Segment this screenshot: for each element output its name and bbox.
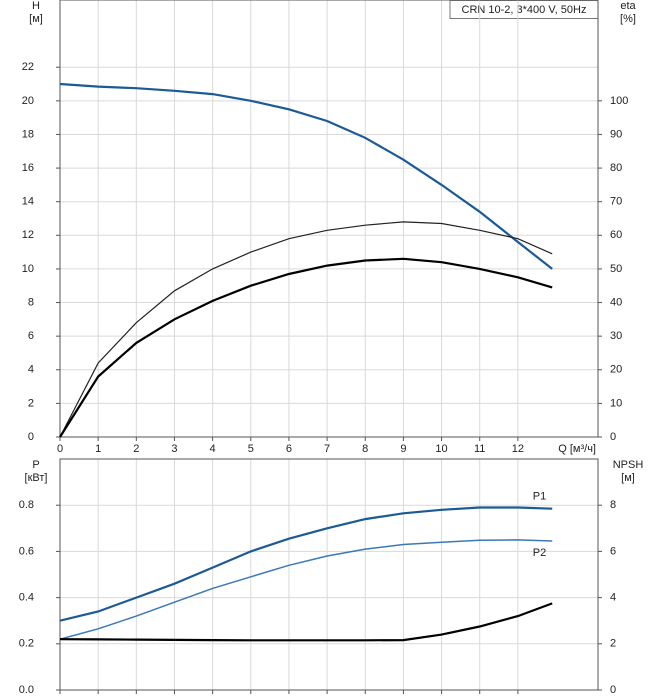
y2-tick-label: 0 xyxy=(610,431,616,443)
x-tick-label: 11 xyxy=(474,443,485,455)
curve xyxy=(59,221,553,438)
x-tick-label: 0 xyxy=(57,443,63,455)
y-tick-label: 20 xyxy=(22,95,34,107)
y2-tick-label: 4 xyxy=(610,592,616,604)
curve xyxy=(59,506,553,622)
plot-frame xyxy=(59,458,599,691)
x-tick-label: 7 xyxy=(324,443,330,455)
y-tick-label: 16 xyxy=(22,162,34,174)
x-tick-label: 8 xyxy=(362,443,368,455)
x-tick-label: 3 xyxy=(171,443,177,455)
y-tick-label: 6 xyxy=(28,330,34,342)
y2-tick-label: 60 xyxy=(610,229,622,241)
y2-tick-label: 100 xyxy=(610,95,628,107)
y2-axis-unit: [м] xyxy=(621,472,635,484)
curve xyxy=(59,539,553,640)
y2-tick-label: 10 xyxy=(610,397,622,409)
y2-tick-label: 90 xyxy=(610,128,622,140)
y-axis-label: P xyxy=(32,459,39,471)
x-tick-label: 4 xyxy=(210,443,216,455)
y-axis-unit: [кВт] xyxy=(25,472,48,484)
series-label: P2 xyxy=(533,547,546,559)
curve xyxy=(59,602,553,642)
y-tick-label: 0.0 xyxy=(19,684,34,696)
x-axis-label: Q [м³/ч] xyxy=(558,443,596,455)
y2-tick-label: 20 xyxy=(610,364,622,376)
y-tick-label: 0.2 xyxy=(19,638,34,650)
plot-frame xyxy=(59,0,599,438)
y2-axis-unit: [%] xyxy=(620,13,636,25)
x-tick-label: 2 xyxy=(133,443,139,455)
x-tick-label: 10 xyxy=(435,443,447,455)
y2-axis-label: eta xyxy=(620,0,636,12)
y2-tick-label: 0 xyxy=(610,684,616,696)
chart-title: CRN 10-2, 3*400 V, 50Hz xyxy=(462,4,587,16)
x-tick-label: 5 xyxy=(248,443,254,455)
y2-tick-label: 80 xyxy=(610,162,622,174)
y-tick-label: 0.8 xyxy=(19,499,34,511)
y2-tick-label: 2 xyxy=(610,638,616,650)
y-tick-label: 0.4 xyxy=(19,592,34,604)
x-tick-label: 6 xyxy=(286,443,292,455)
x-tick-label: 12 xyxy=(512,443,524,455)
y-axis-label: H xyxy=(32,0,40,12)
y2-tick-label: 6 xyxy=(610,545,616,557)
y-axis-unit: [м] xyxy=(29,13,43,25)
y-tick-label: 2 xyxy=(28,397,34,409)
x-tick-label: 1 xyxy=(95,443,101,455)
y-tick-label: 0.6 xyxy=(19,545,34,557)
y-tick-label: 22 xyxy=(22,61,34,73)
y2-tick-label: 30 xyxy=(610,330,622,342)
y2-tick-label: 8 xyxy=(610,499,616,511)
y2-tick-label: 70 xyxy=(610,196,622,208)
curve xyxy=(59,257,553,438)
y-tick-label: 12 xyxy=(22,229,34,241)
y-tick-label: 0 xyxy=(28,431,34,443)
y-tick-label: 18 xyxy=(22,128,34,140)
y-tick-label: 8 xyxy=(28,296,34,308)
y-tick-label: 10 xyxy=(22,263,34,275)
y2-tick-label: 50 xyxy=(610,263,622,275)
y2-axis-label: NPSH xyxy=(613,459,644,471)
y-tick-label: 4 xyxy=(28,364,34,376)
curve xyxy=(59,82,553,270)
series-label: P1 xyxy=(533,491,546,503)
y-tick-label: 14 xyxy=(22,196,34,208)
y2-tick-label: 40 xyxy=(610,296,622,308)
x-tick-label: 9 xyxy=(400,443,406,455)
